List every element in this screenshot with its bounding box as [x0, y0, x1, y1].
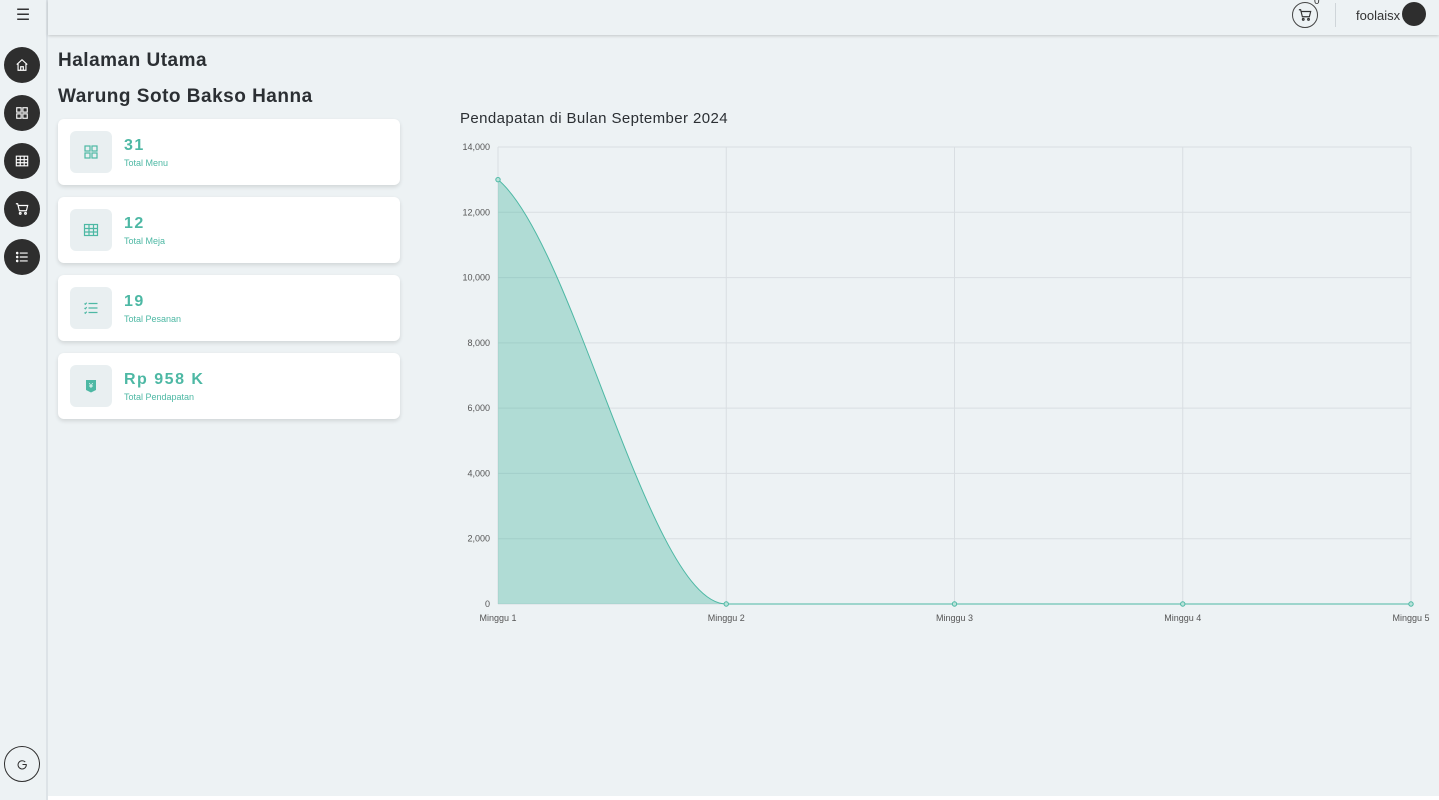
stat-value: 12: [124, 215, 145, 232]
data-point: [951, 601, 958, 607]
grid-icon: [16, 107, 28, 119]
revenue-chart: 0 2,000 4,000 6,000 8,000 10,000 12,000 14,000 M…: [462, 142, 1429, 623]
stat-value: 31: [124, 137, 145, 154]
stat-card-orders: 19 Total Pesanan: [58, 275, 400, 341]
list-icon: [84, 302, 98, 315]
x-tick-label: Minggu 3: [936, 613, 973, 623]
y-tick-label: 4,000: [467, 468, 490, 478]
table-icon: [15, 155, 29, 167]
data-point: [723, 601, 729, 607]
sidebar-item-menu[interactable]: [4, 95, 40, 131]
sidebar-item-cart[interactable]: [4, 191, 40, 227]
stat-label: Total Meja: [124, 236, 166, 246]
y-tick-label: 12,000: [462, 207, 490, 217]
sidebar-item-tables[interactable]: [4, 143, 40, 179]
stat-card-menu: 31 Total Menu: [58, 119, 400, 185]
stat-icon-box: [70, 131, 112, 173]
area-fill: [498, 179, 1411, 604]
chart-title: Pendapatan di Bulan September 2024: [460, 110, 728, 127]
home-icon: [16, 58, 28, 71]
cart-count-badge: 0: [1314, 0, 1320, 7]
x-tick-label: Minggu 5: [1392, 613, 1429, 623]
topbar-cart-button[interactable]: [1292, 2, 1318, 28]
table-icon: [83, 223, 99, 237]
hamburger-icon[interactable]: ☰: [15, 7, 31, 24]
y-tick-label: 6,000: [467, 403, 490, 413]
cart-icon: [1298, 9, 1312, 21]
sidebar: ☰: [0, 0, 48, 800]
sidebar-item-orders[interactable]: [4, 239, 40, 275]
x-tick-label: Minggu 4: [1164, 613, 1201, 623]
stat-value: 19: [124, 293, 145, 310]
stat-label: Total Menu: [124, 158, 169, 168]
stat-icon-box: [70, 287, 112, 329]
y-tick-label: 8,000: [467, 338, 490, 348]
logout-button[interactable]: [4, 746, 40, 782]
y-tick-label: 2,000: [467, 534, 490, 544]
grid-icon: [84, 145, 98, 159]
x-tick-label: Minggu 1: [479, 613, 516, 623]
data-point: [495, 176, 501, 183]
data-point: [1180, 601, 1186, 607]
stat-label: Total Pesanan: [124, 314, 182, 324]
bottom-strip: [48, 796, 1439, 800]
list-icon: [15, 251, 28, 263]
topbar: 0 foolaisx: [48, 0, 1439, 35]
cart-icon: [15, 203, 29, 215]
y-tick-label: 0: [485, 599, 490, 609]
shop-name: Warung Soto Bakso Hanna: [58, 86, 313, 107]
series-line: [497, 179, 1411, 605]
topbar-divider: [1335, 3, 1336, 27]
sidebar-item-home[interactable]: [4, 47, 40, 83]
stat-icon-box: ¥: [70, 365, 112, 407]
y-tick-label: 14,000: [462, 142, 490, 152]
stat-card-revenue: ¥ Rp 958 K Total Pendapatan: [58, 353, 400, 419]
avatar[interactable]: [1402, 2, 1426, 26]
page-title: Halaman Utama: [58, 50, 208, 71]
logout-icon: [17, 759, 27, 769]
stat-card-tables: 12 Total Meja: [58, 197, 400, 263]
stat-value: Rp 958 K: [124, 371, 205, 388]
username[interactable]: foolaisx: [1356, 8, 1401, 23]
stat-icon-box: [70, 209, 112, 251]
data-point: [1408, 601, 1414, 607]
stat-label: Total Pendapatan: [124, 392, 195, 402]
svg-text:¥: ¥: [89, 382, 94, 390]
money-icon: ¥: [86, 380, 96, 393]
x-tick-label: Minggu 2: [708, 613, 745, 623]
y-tick-label: 10,000: [462, 273, 490, 283]
